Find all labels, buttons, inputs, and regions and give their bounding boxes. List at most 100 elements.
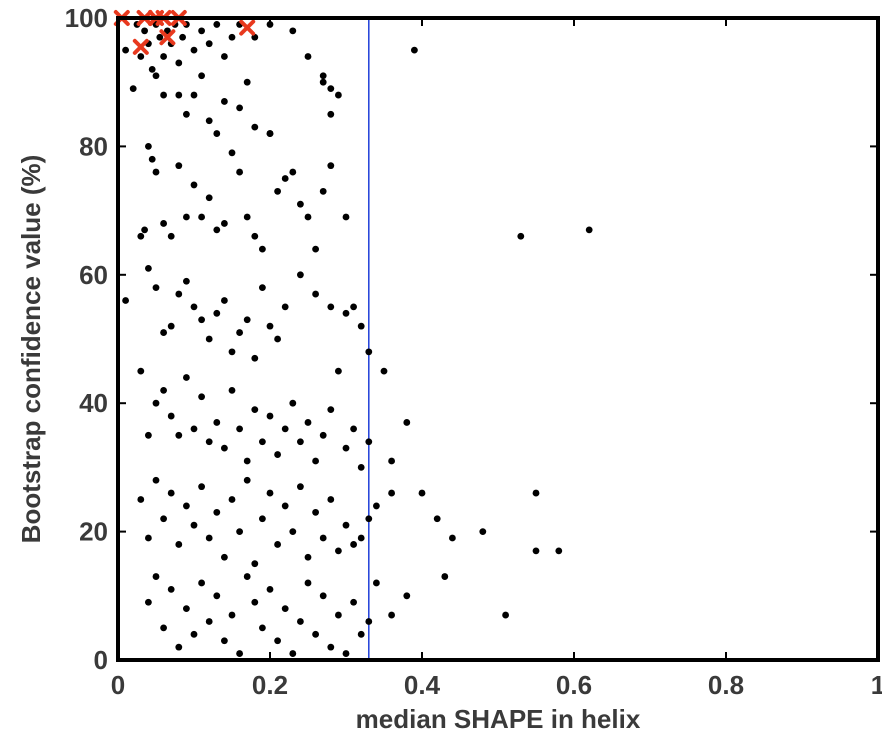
data-point (281, 303, 289, 311)
data-point (167, 489, 175, 497)
data-point (312, 290, 319, 298)
data-point (259, 284, 266, 292)
data-point (205, 618, 213, 625)
data-point (183, 110, 190, 118)
data-point (243, 78, 251, 86)
y-tick-label: 20 (79, 517, 108, 547)
data-point (152, 72, 160, 80)
data-point (319, 187, 327, 195)
data-point (342, 213, 350, 221)
x-marker-point (159, 29, 176, 46)
data-point (175, 541, 183, 548)
data-point (152, 573, 160, 580)
data-point (304, 419, 312, 426)
data-point (190, 46, 198, 54)
data-point (175, 643, 183, 651)
data-point (327, 496, 335, 503)
data-point (251, 560, 259, 568)
data-point (221, 98, 228, 105)
x-tick-label: 0.4 (404, 670, 441, 700)
data-point (319, 431, 327, 439)
data-point (418, 489, 426, 497)
data-point (388, 611, 395, 619)
data-point (152, 476, 160, 484)
data-point (441, 573, 449, 580)
data-point (251, 598, 259, 606)
data-point (365, 515, 373, 523)
data-point (152, 284, 160, 292)
data-point (160, 515, 168, 523)
data-point (304, 53, 312, 60)
data-point (350, 598, 357, 606)
data-point (251, 354, 259, 362)
data-point (205, 335, 213, 343)
data-point (137, 367, 145, 375)
data-point (198, 27, 206, 35)
plot-background (118, 18, 878, 660)
data-point (274, 451, 281, 458)
data-point (213, 508, 221, 516)
x-marker-stroke (159, 29, 176, 46)
data-point (297, 438, 304, 446)
data-point (156, 33, 164, 41)
y-tick-label: 40 (79, 388, 108, 418)
y-tick-label: 80 (79, 131, 108, 161)
data-point (145, 264, 152, 272)
data-point (236, 425, 244, 433)
x-marker-point (239, 19, 256, 36)
data-point (160, 386, 168, 394)
data-point (175, 91, 183, 99)
data-point (205, 117, 213, 125)
data-point (502, 611, 509, 619)
data-point (357, 630, 365, 638)
data-point (274, 541, 281, 548)
data-point (141, 226, 149, 234)
data-point (236, 104, 244, 112)
data-point (403, 592, 411, 600)
data-point (266, 412, 274, 420)
data-point (266, 322, 274, 330)
data-point (373, 502, 380, 510)
data-point (213, 309, 221, 317)
data-point (183, 277, 190, 285)
data-point (137, 53, 145, 60)
data-point (228, 149, 236, 157)
data-point (228, 496, 236, 503)
data-point (183, 374, 190, 381)
data-point (304, 579, 312, 587)
data-point (365, 618, 373, 625)
data-point (179, 33, 187, 41)
data-point (190, 630, 198, 638)
data-point (198, 213, 206, 221)
data-point (198, 393, 206, 401)
data-point (319, 592, 327, 600)
data-point (190, 91, 198, 99)
data-point (289, 528, 297, 535)
y-tick-label: 100 (65, 3, 108, 33)
data-point (327, 406, 335, 414)
data-point (221, 297, 228, 304)
data-point (335, 367, 342, 375)
data-point (327, 162, 335, 170)
data-point (342, 650, 350, 657)
data-point (373, 579, 380, 587)
data-point (213, 419, 221, 426)
data-point (205, 194, 213, 202)
data-point (266, 585, 274, 593)
data-point (319, 534, 327, 542)
data-point (289, 168, 297, 176)
data-point (266, 489, 274, 497)
data-point (167, 412, 175, 420)
data-point (327, 110, 335, 118)
data-point (221, 220, 228, 227)
data-point (122, 46, 129, 54)
data-point (289, 27, 297, 35)
data-point (205, 40, 213, 48)
data-point (175, 162, 183, 170)
data-point (145, 534, 152, 542)
data-point (198, 316, 206, 324)
data-point (281, 502, 289, 510)
data-point (137, 496, 145, 503)
data-point (342, 444, 350, 452)
